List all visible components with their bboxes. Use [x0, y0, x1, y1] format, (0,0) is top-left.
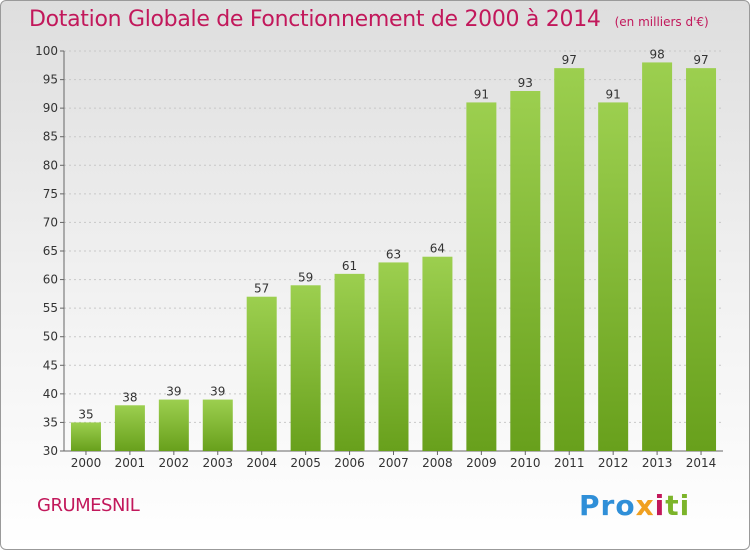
data-label: 93: [518, 76, 533, 90]
data-label: 38: [122, 390, 137, 404]
logo-part-3: i: [654, 489, 666, 522]
bar: [290, 285, 321, 451]
x-tick-label: 2002: [159, 456, 190, 470]
x-tick-label: 2014: [686, 456, 717, 470]
bar: [422, 256, 453, 451]
y-tick-label: 60: [43, 273, 58, 287]
data-label: 57: [254, 282, 269, 296]
bar: [246, 296, 277, 451]
data-label: 61: [342, 259, 357, 273]
proxiti-logo: Proxiti: [579, 489, 690, 522]
bar: [554, 68, 585, 452]
bar: [598, 102, 629, 451]
y-tick-label: 65: [43, 244, 58, 258]
y-tick-label: 40: [43, 387, 58, 401]
logo-part-4: ti: [665, 489, 691, 522]
x-tick-label: 2005: [290, 456, 321, 470]
bar: [158, 399, 189, 451]
data-label: 59: [298, 270, 313, 284]
labels: 30 35 40 45 50 55 60 65 70 75 80 85 90 95 100 2000 35 200…: [35, 44, 716, 470]
x-tick-label: 2010: [510, 456, 541, 470]
x-tick-label: 2008: [422, 456, 453, 470]
data-label: 98: [649, 47, 664, 61]
data-label: 91: [474, 87, 489, 101]
bar: [70, 422, 101, 451]
logo-part-1: Pro: [579, 489, 636, 522]
x-tick-label: 2004: [246, 456, 277, 470]
chart-title-text: Dotation Globale de Fonctionnement de 20…: [29, 7, 601, 32]
y-tick-label: 35: [43, 415, 58, 429]
bar: [378, 262, 409, 451]
y-tick-label: 70: [43, 215, 58, 229]
bar: [686, 68, 717, 452]
bar: [642, 62, 673, 452]
y-tick-label: 45: [43, 358, 58, 372]
data-label: 39: [210, 385, 225, 399]
data-label: 91: [606, 87, 621, 101]
x-tick-label: 2000: [71, 456, 102, 470]
y-tick-label: 50: [43, 330, 58, 344]
x-tick-label: 2012: [598, 456, 629, 470]
x-tick-label: 2013: [642, 456, 673, 470]
x-tick-label: 2001: [115, 456, 146, 470]
y-tick-label: 30: [43, 444, 58, 458]
y-tick-label: 95: [43, 73, 58, 87]
chart-title: Dotation Globale de Fonctionnement de 20…: [29, 7, 709, 32]
data-label: 64: [430, 242, 445, 256]
bar: [202, 399, 233, 451]
y-tick-label: 100: [35, 44, 58, 58]
bar: [466, 102, 497, 451]
chart-subtitle: (en milliers d'€): [614, 15, 709, 29]
bars: [70, 62, 717, 452]
y-tick-label: 55: [43, 301, 58, 315]
x-tick-label: 2006: [334, 456, 365, 470]
logo-part-2: x: [635, 489, 655, 522]
bar: [114, 405, 145, 451]
bar: [510, 91, 541, 451]
x-tick-label: 2007: [378, 456, 409, 470]
data-label: 35: [78, 407, 93, 421]
commune-name: GRUMESNIL: [37, 495, 140, 516]
y-tick-label: 80: [43, 158, 58, 172]
y-tick-label: 85: [43, 130, 58, 144]
x-tick-label: 2009: [466, 456, 497, 470]
data-label: 63: [386, 247, 401, 261]
data-label: 39: [166, 385, 181, 399]
x-tick-label: 2003: [202, 456, 233, 470]
y-tick-label: 75: [43, 187, 58, 201]
bar: [334, 273, 365, 451]
data-label: 97: [562, 53, 577, 67]
data-label: 97: [693, 53, 708, 67]
x-tick-label: 2011: [554, 456, 585, 470]
y-tick-label: 90: [43, 101, 58, 115]
